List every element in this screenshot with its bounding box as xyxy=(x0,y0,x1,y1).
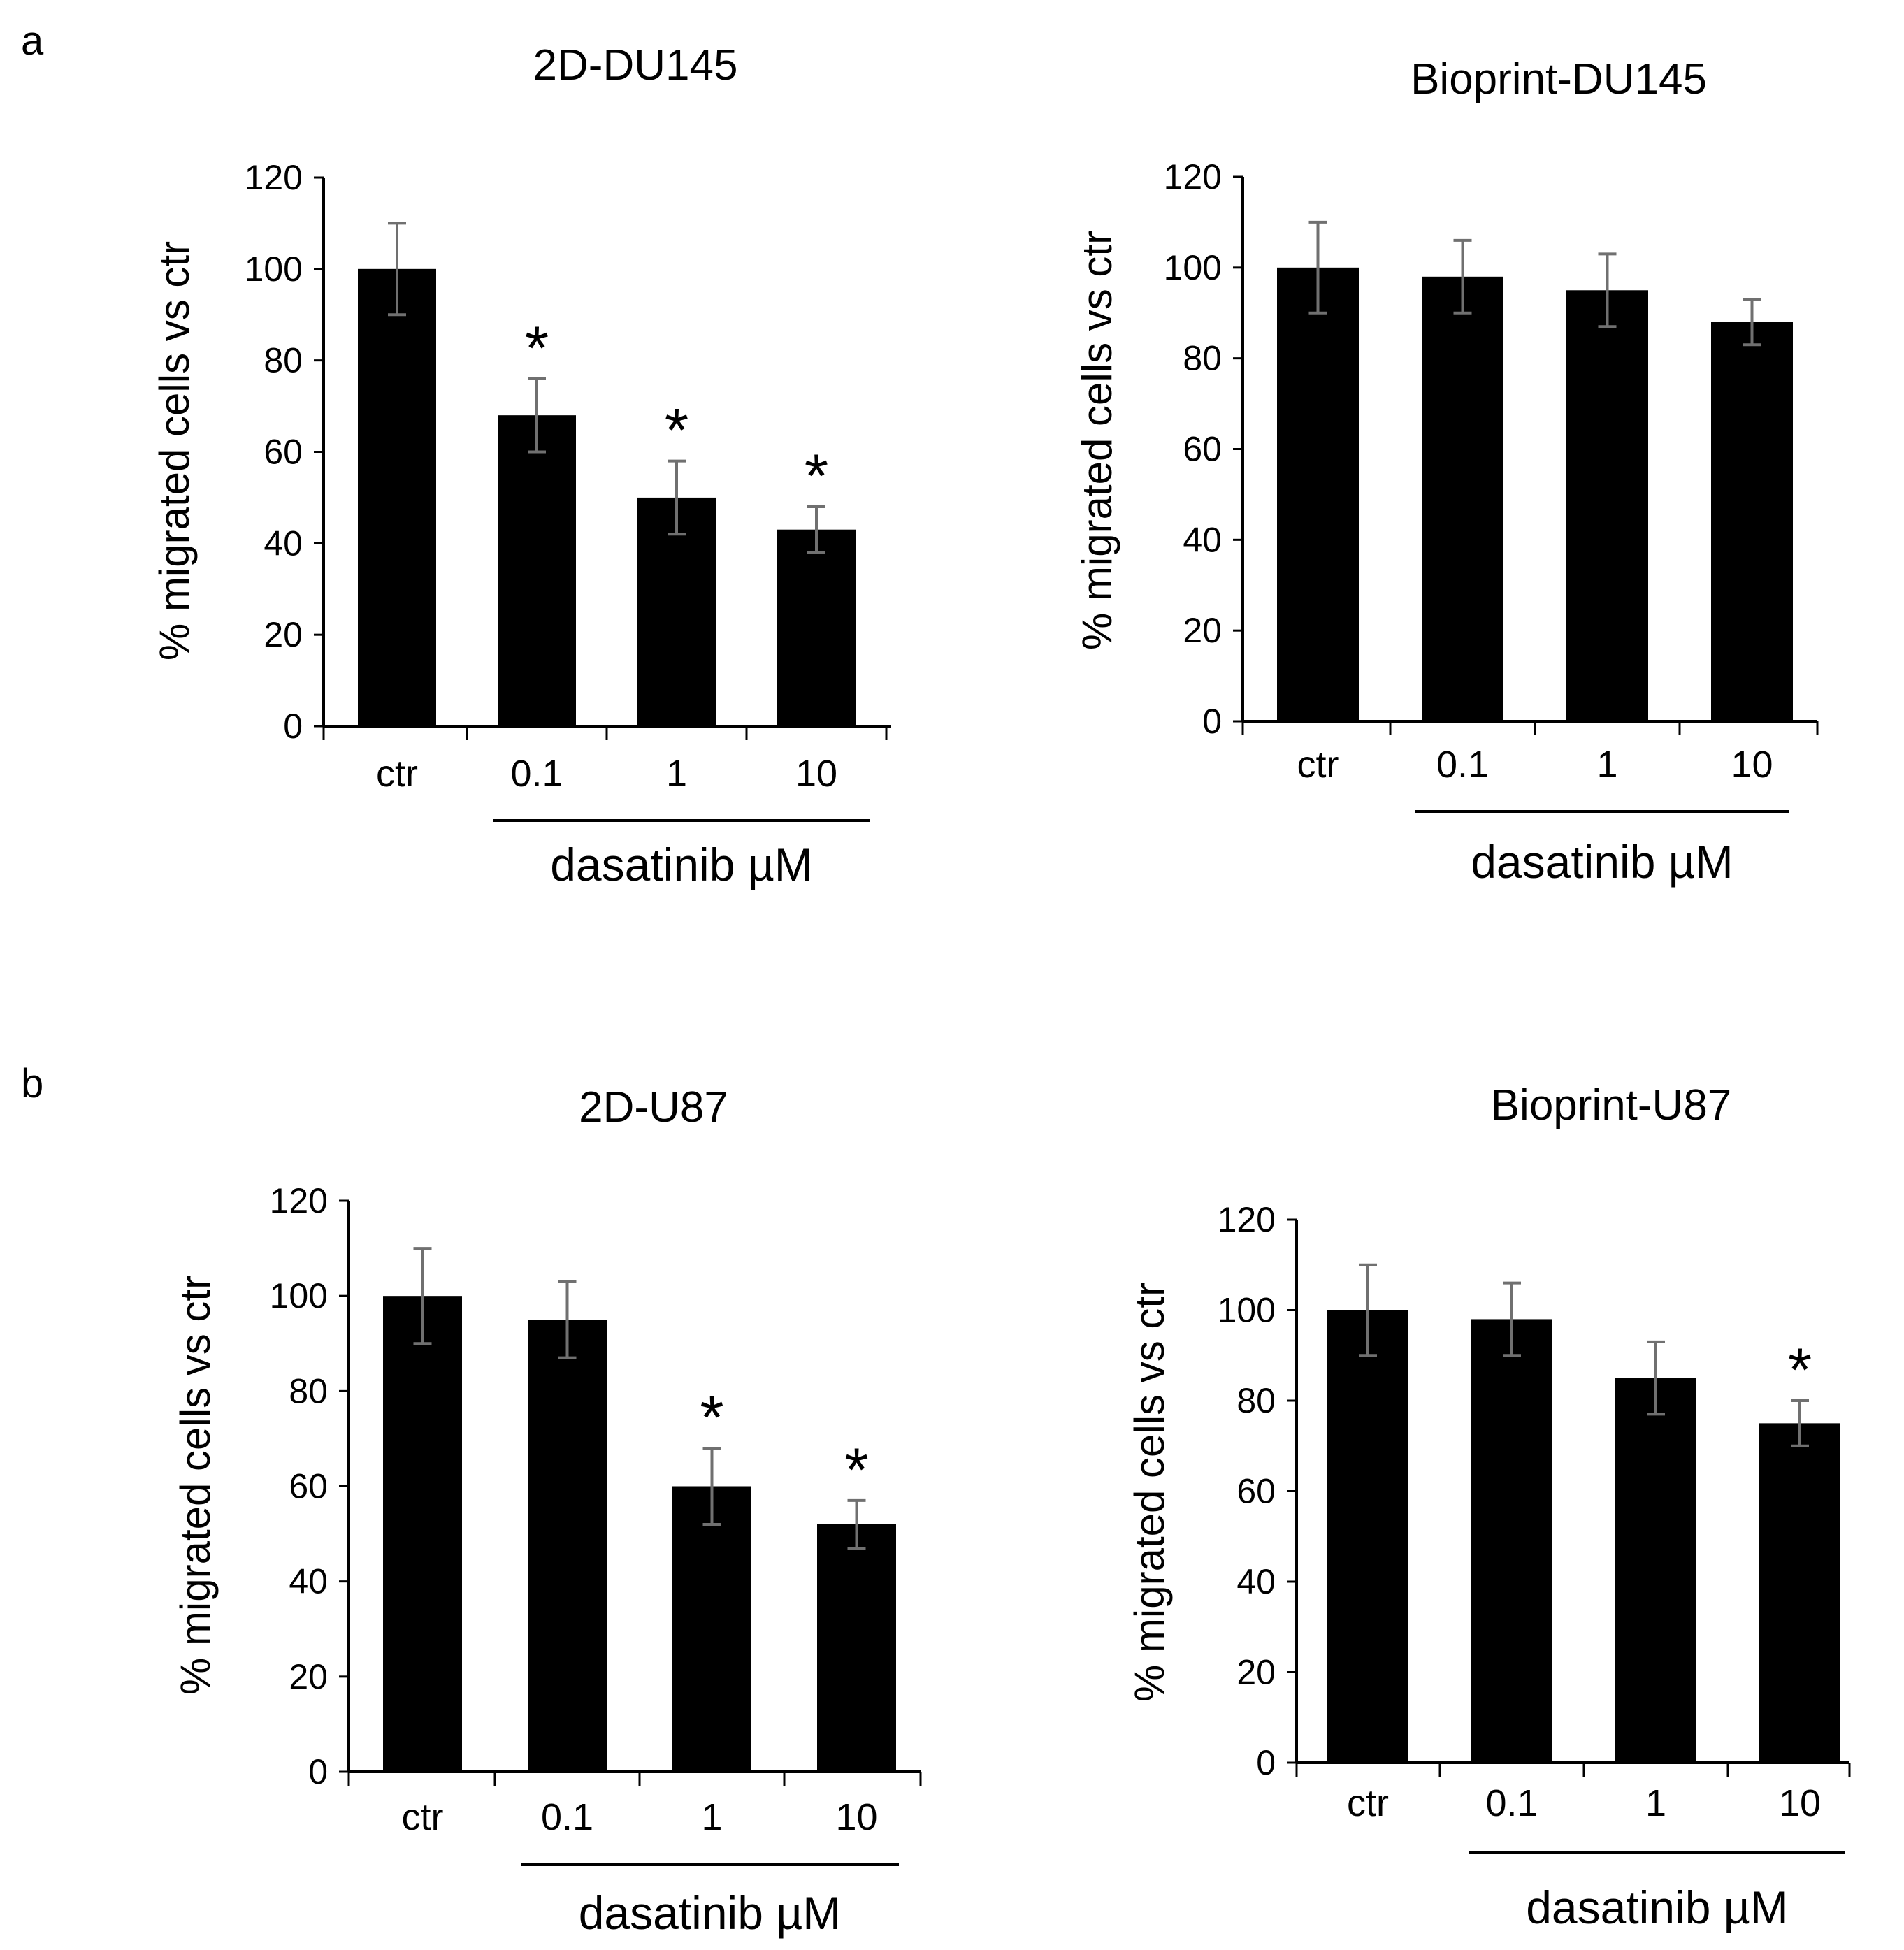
bar xyxy=(1566,290,1648,722)
x-tick-label: 10 xyxy=(835,1796,877,1838)
group-label: dasatinib µM xyxy=(1526,1882,1789,1933)
x-tick-label: ctr xyxy=(402,1796,444,1838)
bar xyxy=(777,529,856,726)
bar xyxy=(528,1320,607,1772)
x-tick-label: ctr xyxy=(376,753,418,795)
bar xyxy=(1711,322,1793,721)
chart-title: Bioprint-DU145 xyxy=(1411,55,1707,103)
y-tick-label: 0 xyxy=(1202,702,1222,741)
x-tick-label: 10 xyxy=(795,753,837,795)
y-axis-title: % migrated cells vs ctr xyxy=(1126,1283,1173,1702)
y-tick-label: 40 xyxy=(289,1562,328,1601)
bar xyxy=(498,415,576,726)
chart-title: 2D-DU145 xyxy=(533,41,738,89)
x-tick-label: 0.1 xyxy=(541,1796,593,1838)
bar xyxy=(383,1296,462,1772)
group-label: dasatinib µM xyxy=(550,839,813,890)
y-tick-label: 0 xyxy=(283,707,303,746)
significance-mark: * xyxy=(525,313,549,382)
panel-label-b: b xyxy=(21,1061,43,1106)
y-tick-label: 80 xyxy=(264,341,303,380)
y-axis-title: % migrated cells vs ctr xyxy=(172,1276,219,1695)
y-tick-label: 120 xyxy=(245,158,303,197)
panel-label-a: a xyxy=(21,18,44,64)
chart-title: Bioprint-U87 xyxy=(1491,1081,1732,1129)
y-axis-title: % migrated cells vs ctr xyxy=(1074,231,1120,650)
x-tick-label: 1 xyxy=(701,1796,722,1838)
group-label: dasatinib µM xyxy=(1471,836,1733,888)
x-tick-label: 10 xyxy=(1731,744,1773,786)
y-tick-label: 20 xyxy=(1236,1653,1276,1692)
y-tick-label: 100 xyxy=(270,1276,328,1315)
y-tick-label: 0 xyxy=(308,1752,328,1791)
chart-bioprint-u87: Bioprint-U87 % migrated cells vs ctr ctr 0.… xyxy=(1126,1081,1851,1933)
bar xyxy=(817,1524,896,1772)
significance-mark: * xyxy=(1788,1335,1812,1404)
x-tick-label: 1 xyxy=(1596,744,1617,786)
bar xyxy=(672,1486,751,1772)
x-tick-label: 0.1 xyxy=(1436,744,1489,786)
bar xyxy=(1277,267,1359,721)
y-tick-label: 40 xyxy=(1183,520,1222,559)
x-tick-label: ctr xyxy=(1347,1782,1389,1824)
y-tick-label: 60 xyxy=(264,433,303,472)
y-tick-label: 80 xyxy=(1183,339,1222,378)
y-tick-label: 100 xyxy=(245,250,303,289)
y-tick-label: 0 xyxy=(1256,1743,1276,1782)
bar xyxy=(1327,1310,1408,1763)
y-tick-label: 60 xyxy=(289,1467,328,1506)
y-axis-title: % migrated cells vs ctr xyxy=(151,241,198,660)
significance-mark: * xyxy=(844,1435,868,1504)
y-tick-label: 20 xyxy=(289,1657,328,1696)
y-tick-label: 40 xyxy=(264,523,303,563)
chart-bioprint-du145: Bioprint-DU145 % migrated cells vs ctr ctr… xyxy=(1074,55,1819,888)
bar xyxy=(1759,1423,1840,1763)
y-tick-label: 20 xyxy=(1183,611,1222,650)
significance-mark: * xyxy=(700,1382,723,1452)
bar xyxy=(1615,1378,1696,1763)
y-tick-label: 100 xyxy=(1164,248,1222,287)
chart-title: 2D-U87 xyxy=(579,1083,728,1132)
y-tick-label: 20 xyxy=(264,615,303,654)
y-tick-label: 60 xyxy=(1183,430,1222,469)
y-tick-label: 120 xyxy=(270,1181,328,1220)
x-tick-label: 1 xyxy=(1645,1782,1666,1824)
bar xyxy=(1422,276,1503,722)
group-label: dasatinib µM xyxy=(579,1887,842,1939)
y-tick-label: 80 xyxy=(1236,1381,1276,1420)
x-tick-label: 10 xyxy=(1779,1782,1821,1824)
y-tick-label: 120 xyxy=(1164,157,1222,196)
significance-mark: * xyxy=(665,396,688,465)
x-tick-label: 0.1 xyxy=(510,753,563,795)
x-tick-label: 0.1 xyxy=(1485,1782,1538,1824)
y-tick-label: 100 xyxy=(1218,1291,1276,1330)
y-tick-label: 120 xyxy=(1218,1200,1276,1239)
x-tick-label: 1 xyxy=(666,753,687,795)
chart-2d-u87: 2D-U87 % migrated cells vs ctr ctr 0.1 * 1 * 10… xyxy=(172,1083,922,1939)
bar xyxy=(637,497,716,726)
bar xyxy=(1471,1319,1552,1763)
x-tick-label: ctr xyxy=(1297,744,1339,786)
y-tick-label: 40 xyxy=(1236,1562,1276,1601)
y-tick-label: 60 xyxy=(1236,1472,1276,1511)
bar xyxy=(358,268,436,726)
significance-mark: * xyxy=(805,441,828,510)
y-tick-label: 80 xyxy=(289,1371,328,1410)
chart-2d-du145: 2D-DU145 % migrated cells vs ctr ctr * 0.1 * 1… xyxy=(151,41,891,890)
